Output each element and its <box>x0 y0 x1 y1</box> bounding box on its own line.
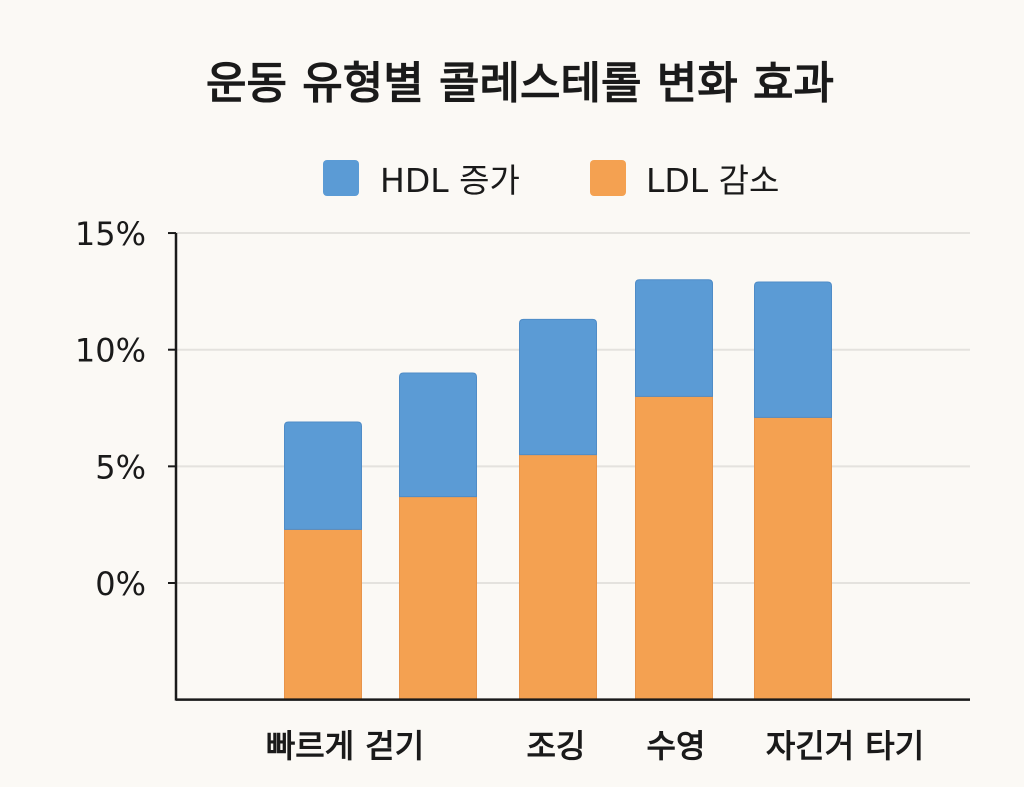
bar-hdl <box>284 421 362 530</box>
bar-ldl <box>754 416 832 701</box>
y-tick-label: 0% <box>95 565 146 603</box>
y-tick-label: 10% <box>75 332 146 370</box>
bar-ldl <box>519 454 597 701</box>
x-tick-label: 조깅 <box>527 727 586 765</box>
y-tick-label: 15% <box>75 215 146 253</box>
bar-ldl <box>398 496 478 701</box>
bars <box>284 279 832 701</box>
bar-ldl <box>634 395 713 701</box>
y-tick-label: 5% <box>95 448 146 486</box>
bar-hdl <box>635 279 713 397</box>
x-tick-label: 자긴거 타기 <box>766 727 924 765</box>
x-tick-label: 빠르게 걷기 <box>266 727 424 765</box>
legend-swatch-ldl <box>590 160 626 196</box>
legend-label-hdl: HDL 증가 <box>380 161 520 200</box>
bar-ldl <box>284 528 362 701</box>
chart-title: 운동 유형별 콜레스테롤 변화 효과 <box>206 58 834 109</box>
bar-hdl <box>754 281 832 418</box>
x-tick-label: 수영 <box>647 727 706 765</box>
axes: 0% 5% 10% 15% <box>75 215 970 701</box>
legend: HDL 증가 LDL 감소 <box>323 160 779 200</box>
legend-swatch-hdl <box>323 160 359 196</box>
legend-label-ldl: LDL 감소 <box>646 161 779 200</box>
x-axis-labels: 빠르게 걷기 조깅 수영 자긴거 타기 <box>266 727 924 765</box>
bar-hdl <box>399 372 477 498</box>
bar-hdl <box>519 318 597 456</box>
